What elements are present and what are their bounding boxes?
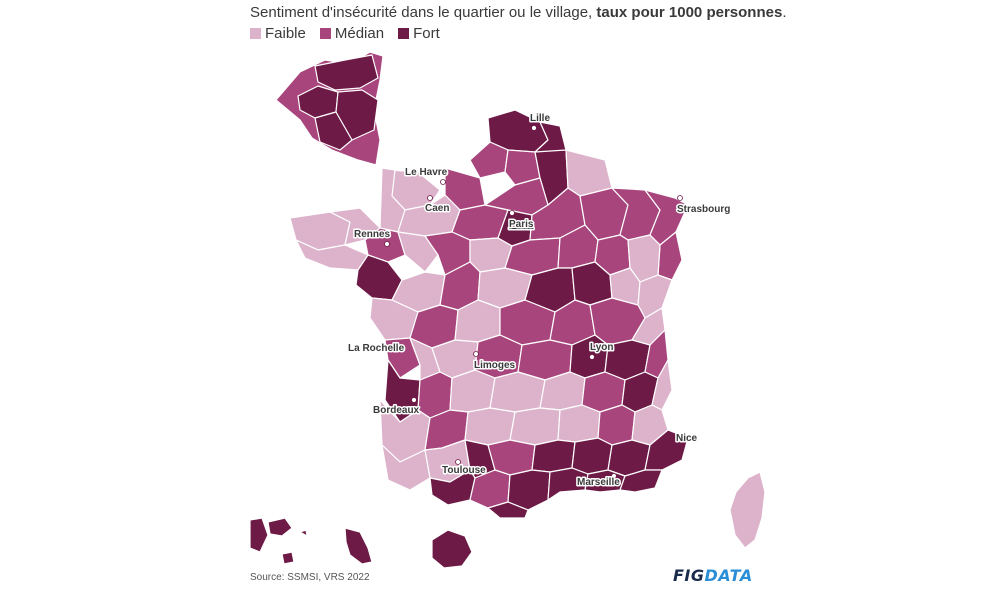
idf-inset-north[interactable]	[314, 54, 379, 91]
legend-label-median: Médian	[334, 25, 385, 42]
city-dot-caen[interactable]	[427, 195, 433, 201]
city-dot-paris[interactable]	[509, 210, 515, 216]
city-dot-le-havre[interactable]	[440, 179, 446, 185]
legend-swatch-faible	[250, 28, 261, 39]
overseas-martinique[interactable]	[344, 527, 373, 565]
legend-item-faible[interactable]: Faible	[250, 25, 306, 42]
city-label-paris: Paris	[509, 219, 534, 230]
city-label-limoges: Limoges	[474, 360, 516, 371]
legend-swatch-fort	[398, 28, 410, 39]
overseas-islet[interactable]	[299, 529, 308, 537]
city-dot-strasbourg[interactable]	[677, 195, 683, 201]
title-bold: taux pour 1000 personnes	[596, 4, 783, 21]
dept-aveyron[interactable]	[531, 439, 576, 473]
city-label-toulouse: Toulouse	[442, 465, 486, 476]
city-dot-rennes[interactable]	[384, 241, 390, 247]
dept-drome[interactable]	[597, 404, 636, 446]
overseas-guadeloupe-east[interactable]	[267, 517, 293, 537]
city-dot-bordeaux[interactable]	[411, 397, 417, 403]
city-dot-marseille[interactable]	[611, 473, 617, 479]
dept-creuse[interactable]	[474, 334, 523, 379]
dept-ardennes[interactable]	[565, 149, 613, 197]
city-dot-nice[interactable]	[679, 435, 685, 441]
dept-cantal[interactable]	[509, 407, 561, 446]
dept-savoie[interactable]	[651, 359, 673, 411]
legend: Faible Médian Fort	[250, 25, 440, 42]
city-label-rennes: Rennes	[354, 229, 391, 240]
legend-label-fort: Fort	[413, 25, 440, 42]
city-label-lille: Lille	[530, 113, 550, 124]
idf-inset-south[interactable]	[314, 111, 353, 151]
dept-pyrenees-orientales[interactable]	[487, 501, 529, 519]
legend-label-faible: Faible	[265, 25, 306, 42]
dept-mayenne[interactable]	[397, 231, 439, 273]
city-markers	[384, 125, 685, 479]
dept-dordogne[interactable]	[449, 369, 496, 413]
logo-part-data: DATA	[704, 566, 753, 585]
legend-item-median[interactable]: Médian	[319, 25, 385, 42]
overseas-guadeloupe-west[interactable]	[249, 517, 269, 553]
mainland-departments	[289, 109, 689, 519]
city-dot-limoges[interactable]	[473, 351, 479, 357]
figdata-logo[interactable]: FIGDATA	[673, 566, 753, 585]
city-dot-lyon[interactable]	[589, 354, 595, 360]
city-label-marseille: Marseille	[577, 477, 620, 488]
city-dot-toulouse[interactable]	[455, 459, 461, 465]
idf-inset	[275, 51, 384, 166]
legend-swatch-median	[319, 28, 331, 39]
city-label-la-rochelle: La Rochelle	[348, 343, 405, 354]
city-dot-lille[interactable]	[531, 125, 537, 131]
logo-part-fig: FIG	[673, 566, 705, 585]
city-label-strasbourg: Strasbourg	[677, 204, 730, 215]
source-note: Source: SSMSI, VRS 2022	[250, 572, 370, 583]
city-label-caen: Caen	[425, 203, 449, 214]
city-labels: Lille Le Havre Caen Paris Strasbourg Ren…	[347, 112, 732, 490]
overseas-reunion[interactable]	[431, 529, 473, 569]
dept-pas-de-calais-south[interactable]	[469, 141, 509, 179]
chart-title: Sentiment d'insécurité dans le quartier …	[250, 4, 786, 21]
city-label-lyon: Lyon	[590, 342, 614, 353]
overseas-marie-galante[interactable]	[281, 551, 295, 565]
city-label-nice: Nice	[676, 433, 698, 444]
dept-gard[interactable]	[571, 437, 613, 475]
dept-var[interactable]	[619, 469, 663, 493]
city-dot-la-rochelle[interactable]	[395, 346, 401, 352]
dept-lot[interactable]	[464, 407, 516, 446]
title-part2: .	[782, 4, 787, 21]
dept-haute-loire[interactable]	[557, 404, 601, 443]
city-label-le-havre: Le Havre	[405, 167, 448, 178]
corsica[interactable]	[729, 471, 766, 549]
dept-correze[interactable]	[489, 371, 546, 413]
title-part1: Sentiment d'insécurité dans le quartier …	[250, 4, 597, 21]
city-label-bordeaux: Bordeaux	[373, 405, 420, 416]
legend-item-fort[interactable]: Fort	[398, 25, 440, 42]
